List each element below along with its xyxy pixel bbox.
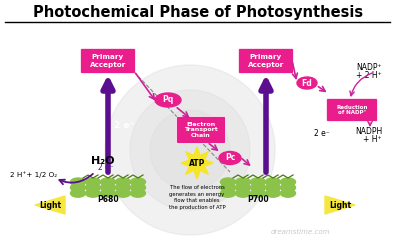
Ellipse shape <box>219 151 241 164</box>
Polygon shape <box>35 196 65 214</box>
Ellipse shape <box>236 189 250 197</box>
FancyBboxPatch shape <box>176 116 226 144</box>
Ellipse shape <box>250 189 266 197</box>
Ellipse shape <box>116 189 130 197</box>
Ellipse shape <box>130 178 146 186</box>
Circle shape <box>130 90 250 210</box>
Text: P700: P700 <box>247 194 269 204</box>
Ellipse shape <box>86 178 100 186</box>
Text: Primary
Acceptor: Primary Acceptor <box>90 54 126 67</box>
Text: 2 e⁻: 2 e⁻ <box>272 120 292 130</box>
Text: + 2 H⁺: + 2 H⁺ <box>356 72 382 80</box>
Text: H₂O: H₂O <box>91 156 115 166</box>
Ellipse shape <box>116 184 130 192</box>
Ellipse shape <box>130 184 146 192</box>
Text: Primary
Acceptor: Primary Acceptor <box>248 54 284 67</box>
Ellipse shape <box>297 77 317 89</box>
Text: Light: Light <box>39 200 61 210</box>
Ellipse shape <box>70 178 86 186</box>
Ellipse shape <box>280 178 296 186</box>
Ellipse shape <box>130 189 146 197</box>
Ellipse shape <box>116 178 130 186</box>
Text: Reduction
of NADP⁺: Reduction of NADP⁺ <box>336 105 368 115</box>
Text: Pc: Pc <box>225 154 235 162</box>
Text: ATP: ATP <box>189 158 205 168</box>
Ellipse shape <box>250 178 266 186</box>
Ellipse shape <box>100 184 116 192</box>
Ellipse shape <box>220 178 236 186</box>
Ellipse shape <box>155 93 181 107</box>
Ellipse shape <box>86 184 100 192</box>
Text: Light: Light <box>329 200 351 210</box>
Text: NADPH: NADPH <box>355 127 382 137</box>
FancyBboxPatch shape <box>326 98 378 121</box>
Text: dreamstime.com: dreamstime.com <box>270 229 330 235</box>
Text: + H⁺: + H⁺ <box>363 136 382 144</box>
Text: 2 e⁻: 2 e⁻ <box>114 120 134 130</box>
Polygon shape <box>325 196 355 214</box>
Circle shape <box>150 110 230 190</box>
Ellipse shape <box>70 189 86 197</box>
Ellipse shape <box>220 184 236 192</box>
Ellipse shape <box>266 189 280 197</box>
Ellipse shape <box>250 184 266 192</box>
Ellipse shape <box>280 184 296 192</box>
FancyBboxPatch shape <box>238 48 294 73</box>
FancyBboxPatch shape <box>80 48 136 73</box>
Ellipse shape <box>70 184 86 192</box>
Text: The flow of electrons
generates an energy
flow that enables
the production of AT: The flow of electrons generates an energ… <box>169 185 225 210</box>
Ellipse shape <box>236 184 250 192</box>
Text: Electron
Transport
Chain: Electron Transport Chain <box>184 122 218 138</box>
Text: P680: P680 <box>97 194 119 204</box>
Circle shape <box>105 65 275 235</box>
Ellipse shape <box>86 189 100 197</box>
Text: 2 H⁺+ 1/2 O₂: 2 H⁺+ 1/2 O₂ <box>10 172 57 178</box>
Text: Photochemical Phase of Photosynthesis: Photochemical Phase of Photosynthesis <box>33 5 363 19</box>
Text: Fd: Fd <box>302 78 312 88</box>
Text: 2 e⁻: 2 e⁻ <box>98 163 114 173</box>
Ellipse shape <box>280 189 296 197</box>
Ellipse shape <box>236 178 250 186</box>
Ellipse shape <box>100 189 116 197</box>
Text: NADP⁺: NADP⁺ <box>356 64 382 72</box>
Ellipse shape <box>266 184 280 192</box>
Text: 2 e⁻: 2 e⁻ <box>314 128 330 138</box>
Ellipse shape <box>220 189 236 197</box>
Ellipse shape <box>266 178 280 186</box>
Text: Pq: Pq <box>162 96 174 104</box>
Ellipse shape <box>100 178 116 186</box>
Polygon shape <box>181 147 213 179</box>
